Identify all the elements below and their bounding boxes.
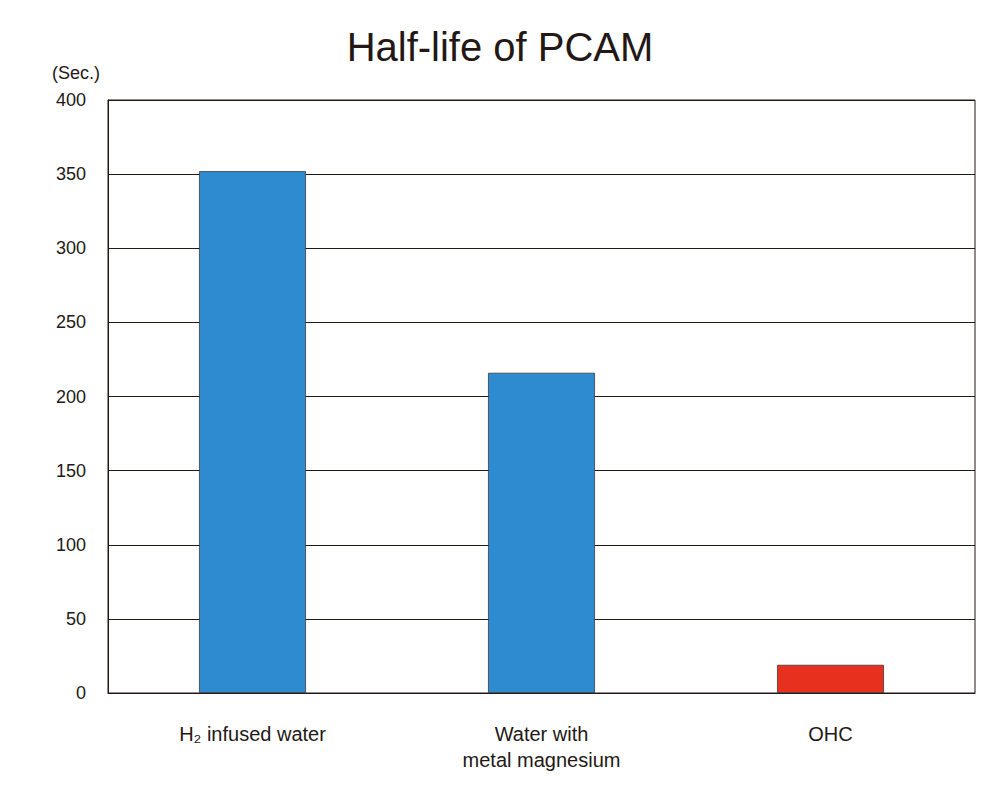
svg-text:400: 400 (56, 90, 86, 110)
svg-text:250: 250 (56, 312, 86, 332)
svg-text:100: 100 (56, 535, 86, 555)
svg-text:OHC: OHC (808, 723, 852, 745)
svg-text:350: 350 (56, 164, 86, 184)
svg-text:300: 300 (56, 238, 86, 258)
svg-text:150: 150 (56, 461, 86, 481)
svg-text:0: 0 (76, 683, 86, 703)
svg-text:Water with: Water with (495, 723, 589, 745)
svg-text:Half-life of PCAM: Half-life of PCAM (347, 25, 654, 69)
svg-text:200: 200 (56, 387, 86, 407)
svg-text:(Sec.): (Sec.) (52, 63, 100, 83)
svg-text:50: 50 (66, 609, 86, 629)
svg-text:metal magnesium: metal magnesium (463, 749, 621, 771)
svg-text:H₂ infused water: H₂ infused water (179, 723, 326, 745)
